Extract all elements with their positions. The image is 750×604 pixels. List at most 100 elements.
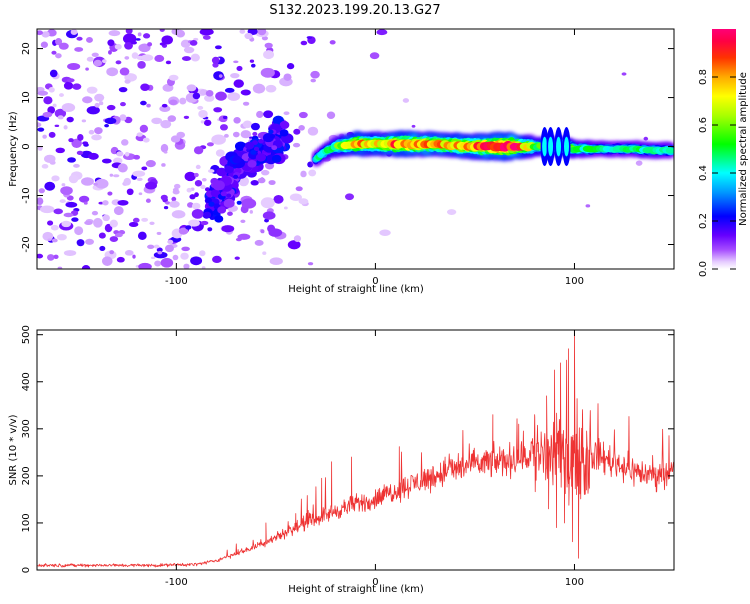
noise-speck [190,53,200,62]
noise-speck [67,157,76,163]
noise-speck [101,256,113,266]
noise-speck [369,52,380,60]
noise-speck [115,60,122,65]
noise-speck [411,124,416,128]
noise-speck [289,193,302,202]
noise-speck [293,128,301,135]
noise-speck [227,92,241,101]
colorbar-label: Normalized spectral amplitude [738,72,749,226]
noise-speck [72,83,82,90]
x-tick-label: 0 [372,276,378,287]
ridge-flare [556,136,562,157]
noise-speck [264,218,269,223]
noise-speck [260,229,265,234]
noise-speck [184,171,196,182]
noise-speck [137,60,146,69]
noise-speck [95,178,109,189]
noise-speck [140,100,147,106]
noise-speck [106,67,119,77]
noise-speck [37,253,44,259]
noise-speck [192,92,201,100]
noise-speck [167,115,177,122]
noise-speck [53,254,59,259]
colorbar-tick-label: 0.2 [698,213,709,229]
noise-speck [197,105,204,110]
noise-speck [212,62,219,68]
noise-speck [233,60,239,64]
noise-speck [190,256,203,266]
noise-speck [136,55,144,61]
noise-speck [37,90,49,96]
noise-speck [194,172,199,178]
branch-blob [203,211,212,219]
branch-blob [217,206,227,214]
noise-speck [154,260,162,267]
noise-speck [260,197,275,209]
branch-blob [207,227,213,232]
noise-speck [250,180,259,186]
noise-speck [145,160,156,168]
noise-speck [205,90,214,97]
y-tick-label: 400 [21,372,32,391]
noise-speck [55,53,62,59]
noise-speck [117,199,129,206]
noise-speck [143,33,151,39]
noise-speck [56,233,67,241]
noise-speck [300,170,307,178]
noise-speck [236,65,243,72]
noise-speck [269,257,283,266]
noise-speck [94,93,105,102]
y-tick-label: 0 [21,567,32,573]
branch-blob [232,155,242,164]
noise-speck [136,132,143,137]
noise-speck [268,228,283,237]
noise-speck [201,178,207,182]
noise-speck [57,266,63,269]
spectrogram-xlabel: Height of straight line (km) [288,284,424,295]
noise-speck [265,84,277,93]
noise-speck [51,238,58,243]
branch-blob [279,129,289,137]
y-tick-label: 0 [21,143,32,149]
noise-speck [307,262,314,266]
colorbar-ticks: 0.0 0.2 0.4 0.6 0.8 [698,69,736,277]
noise-speck [199,29,214,36]
noise-speck [71,138,82,148]
branch-blob [253,146,260,152]
noise-speck [63,250,77,256]
noise-speck [150,256,156,259]
noise-speck [63,81,74,90]
noise-speck [194,192,199,198]
colorbar-tick-label: 0.4 [698,165,709,181]
noise-speck [133,154,141,160]
noise-speck [104,124,109,128]
noise-speck [91,52,99,58]
noise-speck [178,227,189,235]
noise-speck [37,30,43,36]
noise-speck [402,98,410,103]
noise-speck [219,124,228,131]
colorbar [712,29,736,269]
noise-speck [124,250,134,256]
noise-speck [124,41,133,50]
noise-speck [215,149,225,157]
noise-speck [102,59,107,64]
noise-speck [154,54,165,62]
noise-speck [130,40,137,45]
noise-speck [156,247,163,253]
noise-speck [194,179,203,187]
noise-speck [635,160,643,166]
noise-speck [74,47,84,52]
noise-speck [125,29,133,35]
snr-frame [36,329,675,571]
noise-speck [94,102,100,108]
noise-speck [189,39,198,46]
noise-speck [260,67,275,78]
noise-speck [161,35,173,45]
snr-ticks: -100 0 100 0 100 200 300 400 500 [21,325,674,588]
noise-speck [59,93,64,97]
noise-speck [183,263,190,269]
y-tick-label: 20 [21,42,32,55]
noise-speck [140,83,150,92]
noise-speck [126,188,134,196]
